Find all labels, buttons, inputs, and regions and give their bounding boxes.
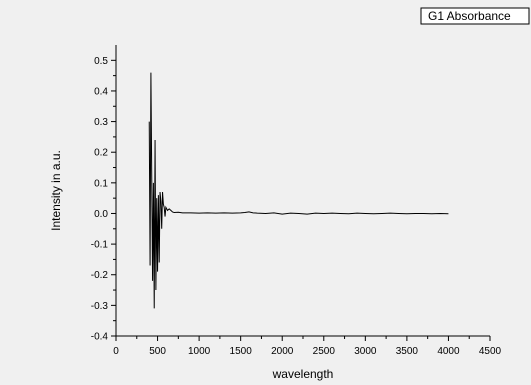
y-tick-label: 0.4 — [94, 86, 108, 97]
axes — [115, 45, 490, 337]
y-axis-ticks: -0.4 -0.3 -0.2 -0.1 0.0 0.1 0.2 0.3 0.4 0.5 — [91, 56, 116, 343]
x-tick-label: 1500 — [230, 346, 253, 357]
x-tick-label: 4500 — [479, 346, 502, 357]
legend: G1 Absorbance — [420, 7, 530, 25]
x-tick-label: 3000 — [354, 346, 377, 357]
x-tick-label: 1000 — [188, 346, 211, 357]
y-tick-label: -0.1 — [91, 240, 109, 251]
x-tick-label: 0 — [113, 346, 119, 357]
x-axis-title: wavelength — [272, 367, 334, 381]
y-axis-title: Intensity in a.u. — [49, 150, 63, 231]
series-line — [148, 72, 449, 309]
legend-box — [420, 7, 530, 25]
y-tick-label: 0.0 — [94, 209, 108, 220]
x-tick-label: 4000 — [437, 346, 460, 357]
y-tick-label: 0.2 — [94, 148, 108, 159]
y-tick-label: -0.4 — [91, 332, 109, 343]
y-tick-label: 0.3 — [94, 117, 108, 128]
legend-label: G1 Absorbance — [428, 9, 511, 23]
y-tick-label: 0.1 — [94, 178, 108, 189]
y-tick-label: -0.3 — [91, 301, 109, 312]
y-tick-label: 0.5 — [94, 56, 108, 67]
x-tick-label: 2000 — [271, 346, 294, 357]
y-tick-label: -0.2 — [91, 270, 109, 281]
x-tick-label: 2500 — [313, 346, 336, 357]
x-axis-ticks: 0 500 1000 1500 2000 2500 3000 3500 4000 4500 — [113, 336, 502, 357]
x-tick-label: 3500 — [396, 346, 419, 357]
x-tick-label: 500 — [149, 346, 166, 357]
